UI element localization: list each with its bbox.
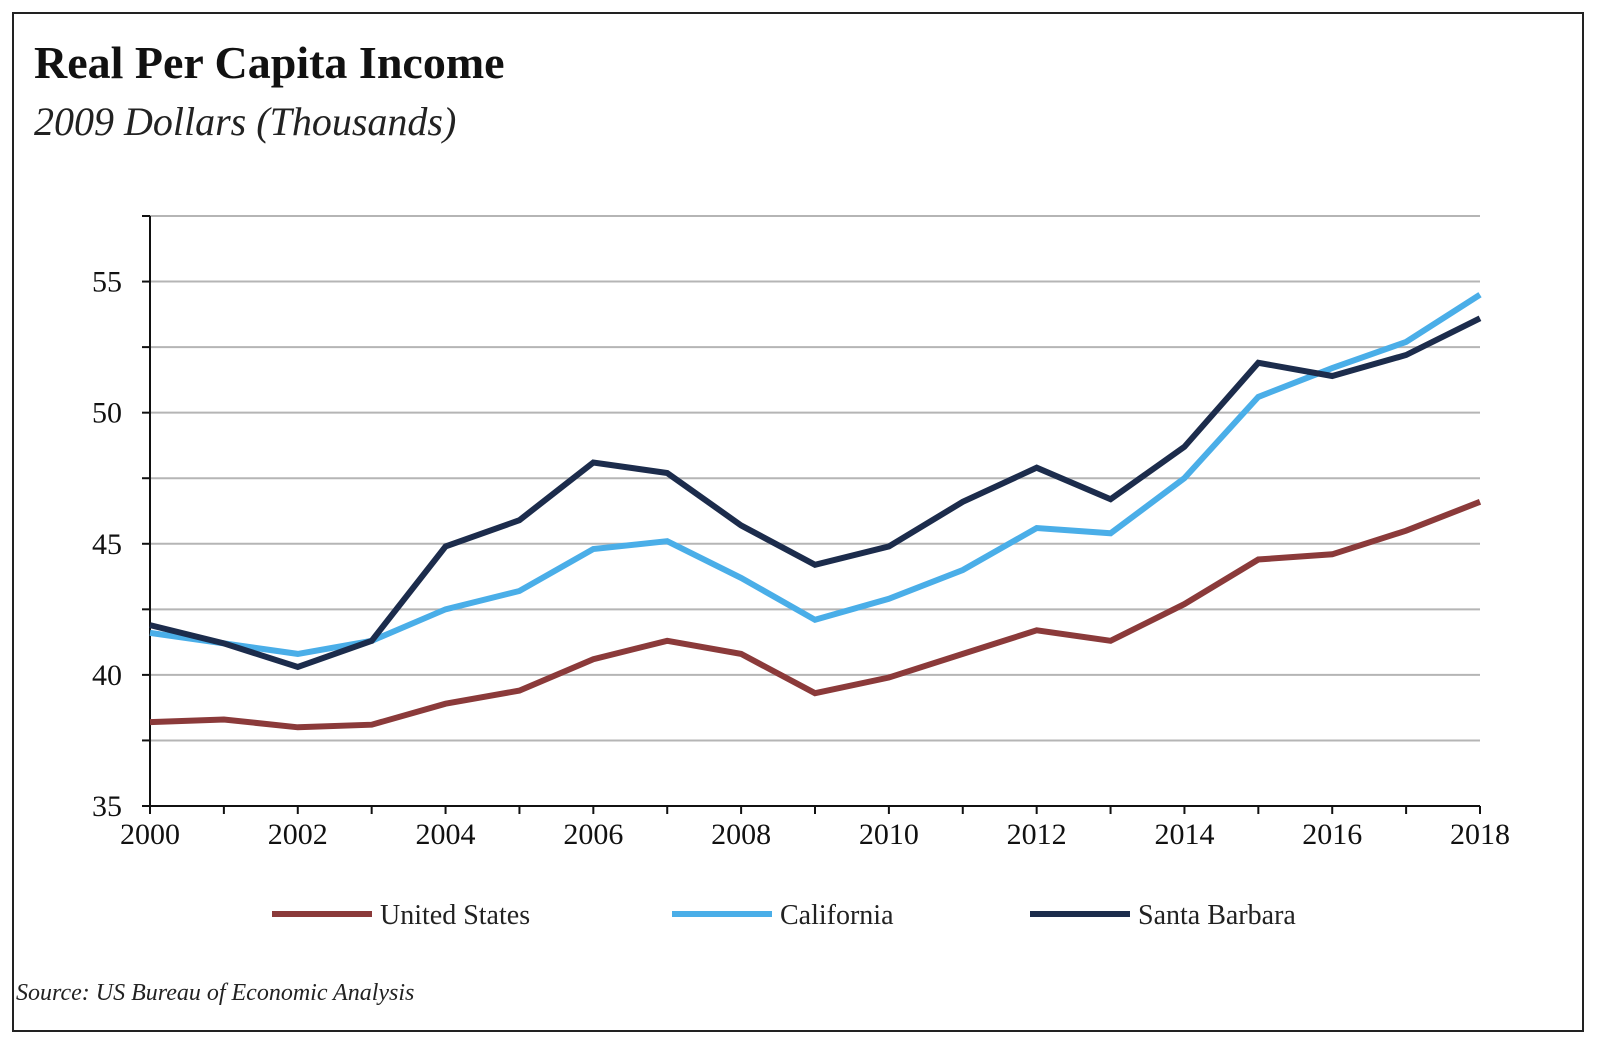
y-tick-label-45: 45 [92, 528, 122, 561]
x-tick-label-2016: 2016 [1302, 818, 1362, 851]
chart-frame [12, 12, 1584, 1032]
x-tick-label-2006: 2006 [563, 818, 623, 851]
y-tick-label-50: 50 [92, 397, 122, 430]
x-tick-label-2010: 2010 [859, 818, 919, 851]
y-tick-label-55: 55 [92, 266, 122, 299]
legend-label-california: California [780, 900, 894, 931]
axes [142, 215, 1481, 814]
source-note: Source: US Bureau of Economic Analysis [16, 980, 415, 1006]
x-tick-label-2012: 2012 [1007, 818, 1067, 851]
y-axis-ticks: 35 40 45 50 55 [92, 266, 122, 823]
x-tick-label-2002: 2002 [268, 818, 328, 851]
y-tick-label-40: 40 [92, 659, 122, 692]
x-axis-ticks: 2000 2002 2004 2006 2008 2010 2012 2014 2016 2018 [120, 818, 1510, 851]
legend: United States California Santa Barbara [272, 900, 1296, 931]
chart-title: Real Per Capita Income [34, 37, 505, 88]
legend-label-united-states: United States [380, 900, 530, 931]
x-tick-label-2004: 2004 [416, 818, 476, 851]
series-line-california [149, 292, 1482, 657]
x-tick-label-2008: 2008 [711, 818, 771, 851]
series-line-santa-barbara [149, 315, 1482, 671]
x-tick-label-2018: 2018 [1450, 818, 1510, 851]
x-tick-label-2014: 2014 [1154, 818, 1214, 851]
legend-label-santa-barbara: Santa Barbara [1138, 900, 1296, 931]
y-tick-label-35: 35 [92, 790, 122, 823]
x-tick-label-2000: 2000 [120, 818, 180, 851]
series-lines [149, 292, 1482, 731]
gridlines [150, 215, 1480, 742]
series-line-united-states [149, 499, 1482, 731]
chart-subtitle: 2009 Dollars (Thousands) [34, 99, 457, 144]
